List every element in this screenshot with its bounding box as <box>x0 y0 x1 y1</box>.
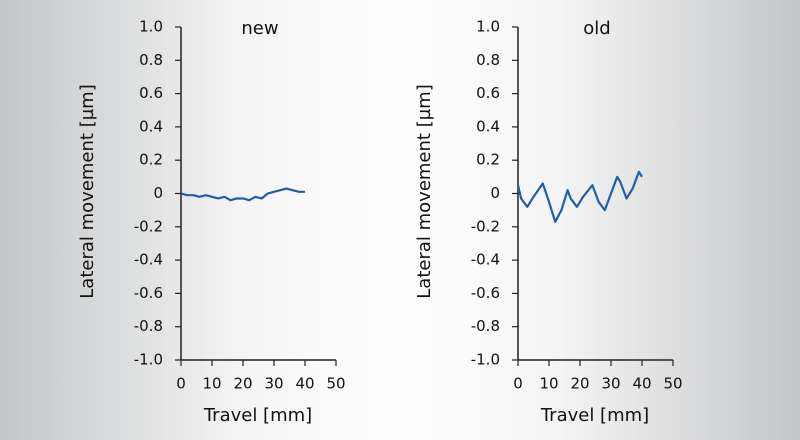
x-tick-label: 10 <box>202 375 221 393</box>
y-tick-label: -1.0 <box>134 351 163 369</box>
y-tick-label: 0.6 <box>476 84 500 102</box>
x-tick-label: 20 <box>570 375 589 393</box>
y-tick-label: -1.0 <box>471 351 500 369</box>
y-tick-label: 0.6 <box>139 84 163 102</box>
y-tick-label: 0 <box>490 184 500 202</box>
x-tick-label: 40 <box>632 375 651 393</box>
y-tick-label: 0.2 <box>476 151 500 169</box>
y-axis-label: Lateral movement [µm] <box>77 84 98 298</box>
y-tick-label: 0.4 <box>476 117 500 135</box>
x-tick-label: 30 <box>601 375 620 393</box>
x-axis-label: Travel [mm] <box>203 405 312 426</box>
x-tick-label: 30 <box>264 375 283 393</box>
y-tick-label: 1.0 <box>139 18 163 36</box>
x-tick-label: 0 <box>513 375 523 393</box>
y-tick-label: -0.6 <box>471 284 500 302</box>
y-tick-label: 1.0 <box>476 18 500 36</box>
y-tick-label: -0.4 <box>134 251 163 269</box>
y-tick-label: -0.2 <box>471 217 500 235</box>
y-tick-label: -0.6 <box>134 284 163 302</box>
x-tick-label: 50 <box>663 375 682 393</box>
y-tick-label: 0.8 <box>476 51 500 69</box>
y-tick-label: -0.8 <box>134 317 163 335</box>
chart-title: new <box>241 18 278 39</box>
data-line <box>180 187 305 202</box>
y-tick-label: 0.8 <box>139 51 163 69</box>
x-tick-label: 0 <box>176 375 186 393</box>
x-axis-label: Travel [mm] <box>540 405 649 426</box>
y-axis-label: Lateral movement [µm] <box>414 84 435 298</box>
y-tick-label: -0.4 <box>471 251 500 269</box>
x-tick-label: 50 <box>326 375 345 393</box>
y-tick-label: -0.8 <box>471 317 500 335</box>
data-line <box>516 170 643 223</box>
y-tick-label: 0.2 <box>139 151 163 169</box>
x-tick-label: 40 <box>295 375 314 393</box>
y-tick-label: -0.2 <box>134 217 163 235</box>
y-tick-label: 0 <box>153 184 163 202</box>
x-tick-label: 20 <box>233 375 252 393</box>
y-tick-label: 0.4 <box>139 117 163 135</box>
x-tick-label: 10 <box>539 375 558 393</box>
chart-title: old <box>583 18 610 39</box>
